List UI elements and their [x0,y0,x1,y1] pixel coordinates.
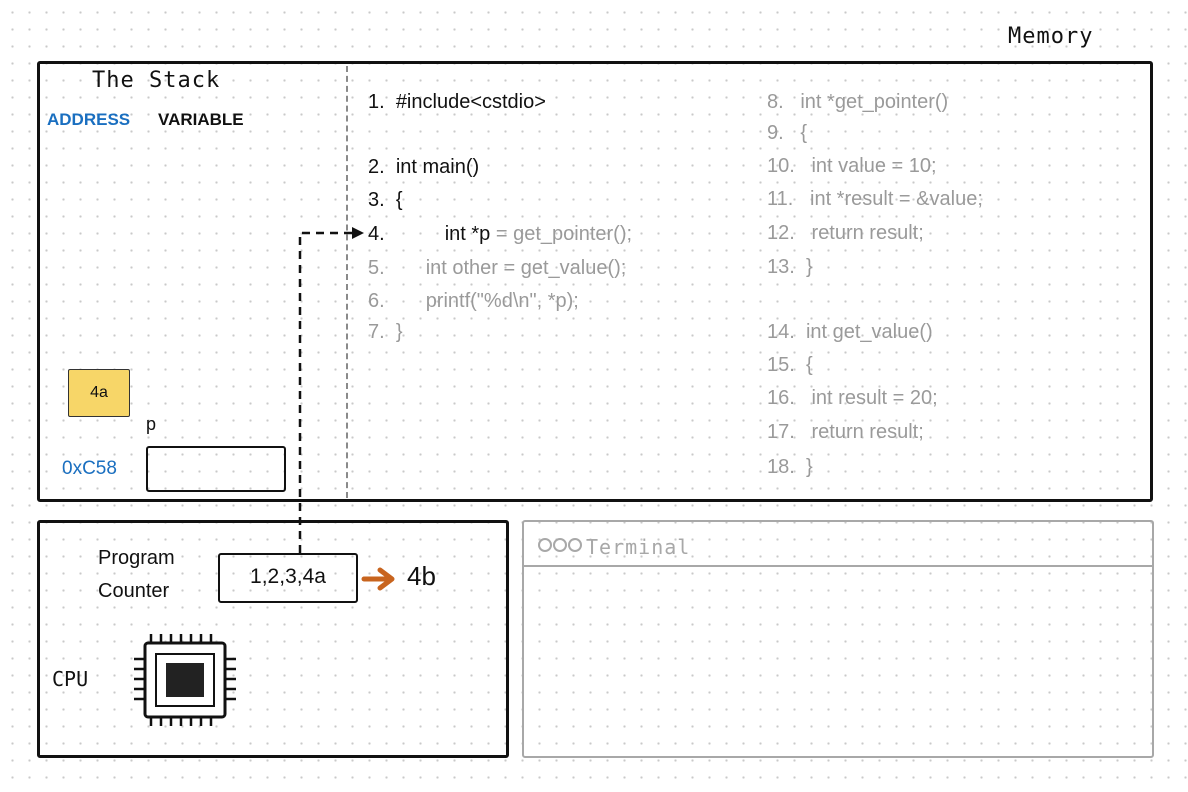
stack-code-divider [346,66,348,498]
program-counter-label: Program Counter [98,547,175,602]
variable-name-p: p [146,414,157,434]
code-line-13: 13. } [767,256,813,278]
cpu-panel [37,520,509,758]
code-line-6: 6. printf("%d\n", *p); [368,290,579,312]
variable-address: 0xC58 [62,458,117,479]
window-maximize-icon [568,538,582,552]
code-line-11: 11. int *result = &value; [767,188,983,210]
code-line-10: 10. int value = 10; [767,155,937,177]
code-line-5: 5. int other = get_value(); [368,257,627,279]
variable-column-header: VARIABLE [158,110,244,129]
code-line-9: 9. { [767,122,808,144]
sticky-note: 4a [68,369,130,417]
address-column-header: ADDRESS [47,110,131,129]
code-line-12: 12. return result; [767,222,924,244]
code-line-15: 15. { [767,354,813,376]
program-counter-value: 1,2,3,4a [218,553,358,603]
terminal-window: Terminal [522,520,1154,758]
stack-title: The Stack [92,68,221,93]
code-line-1: 1. #include<cstdio> [368,91,546,113]
code-line-4-current: 4. int *p = get_pointer(); [368,223,633,245]
window-controls [538,538,583,557]
code-line-2: 2. int main() [368,156,480,178]
code-line-3: 3. { [368,189,403,211]
code-line-18: 18. } [767,456,813,478]
terminal-title: Terminal [586,535,691,559]
code-line-8: 8. int *get_pointer() [767,91,949,113]
memory-panel [37,61,1153,502]
code-line-14: 14. int get_value() [767,321,933,343]
variable-value-slot [146,446,286,492]
next-step-label: 4b [407,561,436,591]
memory-title: Memory [1008,24,1094,49]
window-minimize-icon [553,538,567,552]
cpu-label: CPU [52,667,89,691]
terminal-title-bar: Terminal [524,522,1152,567]
code-line-7: 7. } [368,321,403,343]
code-line-16: 16. int result = 20; [767,387,938,409]
window-close-icon [538,538,552,552]
code-line-17: 17. return result; [767,421,924,443]
